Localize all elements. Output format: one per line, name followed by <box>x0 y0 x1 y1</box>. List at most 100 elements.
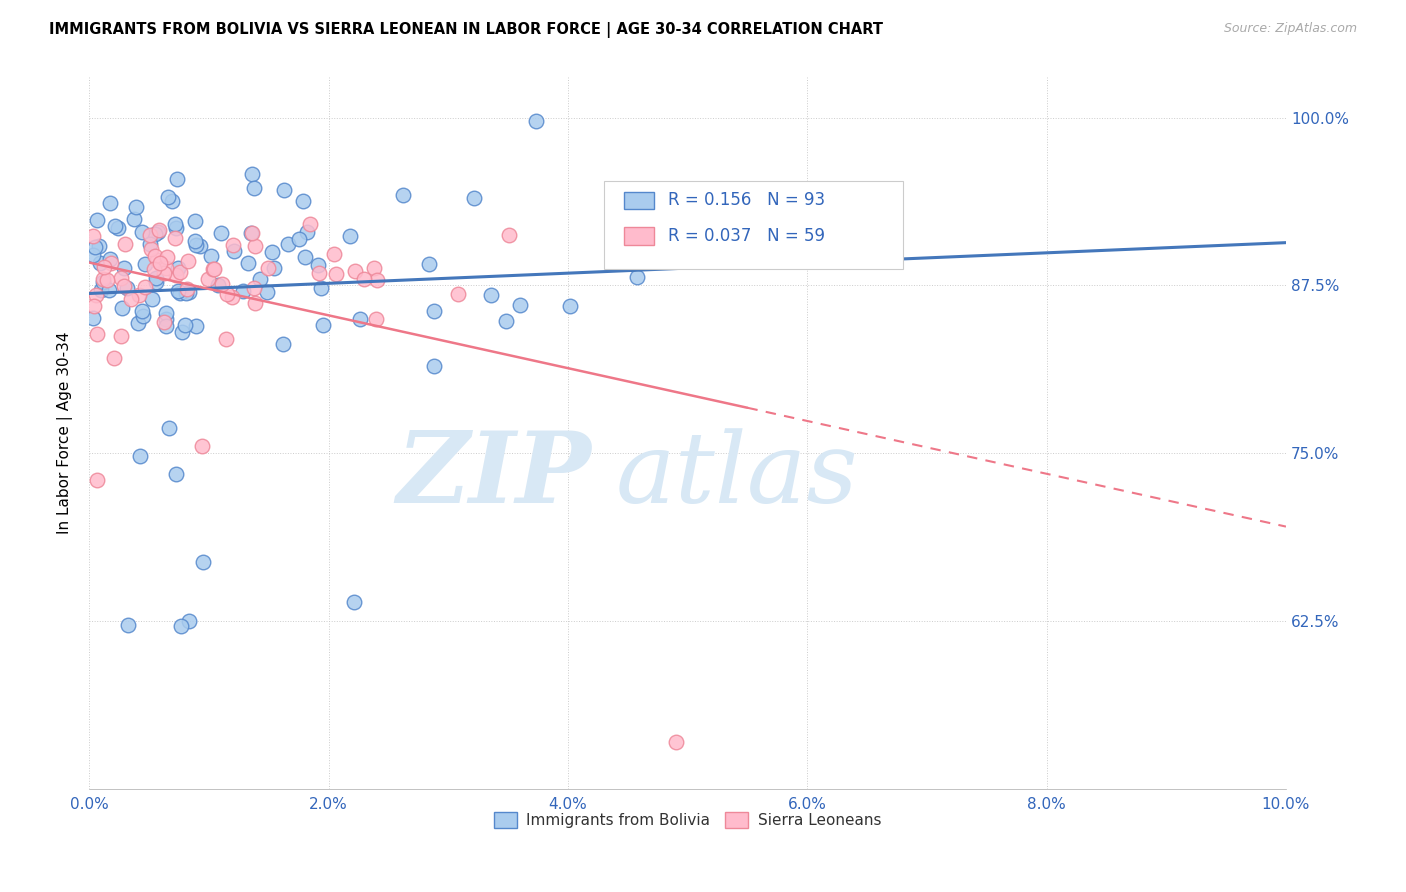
Point <box>148 223 170 237</box>
Point <box>111 301 134 315</box>
Point <box>166 285 188 299</box>
Point <box>271 336 294 351</box>
Point <box>263 261 285 276</box>
Text: R = 0.037   N = 59: R = 0.037 N = 59 <box>668 227 825 245</box>
Text: Source: ZipAtlas.com: Source: ZipAtlas.com <box>1223 22 1357 36</box>
Point <box>240 227 263 241</box>
Point <box>139 242 162 256</box>
Point <box>193 555 215 569</box>
Point <box>209 227 232 241</box>
Point <box>89 256 111 270</box>
Point <box>221 290 243 304</box>
Point <box>188 239 211 253</box>
Point <box>191 439 214 453</box>
Point <box>211 277 233 291</box>
Point <box>176 282 198 296</box>
Point <box>165 220 187 235</box>
Text: ZIP: ZIP <box>396 427 592 524</box>
Text: R = 0.156   N = 93: R = 0.156 N = 93 <box>668 192 825 210</box>
FancyBboxPatch shape <box>603 180 903 269</box>
Point <box>288 232 311 246</box>
Point <box>257 260 280 275</box>
Point <box>163 230 186 244</box>
Point <box>86 327 108 342</box>
Point <box>177 285 200 299</box>
Point <box>217 287 239 301</box>
Point <box>155 261 177 276</box>
Point <box>236 256 259 270</box>
Point <box>174 285 197 300</box>
Point <box>295 225 318 239</box>
Point <box>86 212 108 227</box>
Point <box>364 312 387 326</box>
Point <box>292 194 315 208</box>
Point <box>155 318 177 333</box>
Point <box>239 226 262 240</box>
Point <box>498 228 520 243</box>
Point <box>221 238 243 252</box>
Point <box>243 296 266 310</box>
Point <box>163 217 186 231</box>
Point <box>173 318 195 332</box>
Text: atlas: atlas <box>616 428 859 524</box>
Point <box>560 299 582 313</box>
Point <box>86 473 108 487</box>
Point <box>98 252 121 267</box>
Point <box>391 188 413 202</box>
Point <box>143 249 166 263</box>
Point <box>91 275 114 289</box>
Point <box>202 262 225 277</box>
Point <box>307 258 329 272</box>
Point <box>103 351 125 366</box>
Point <box>132 310 155 324</box>
Point <box>138 236 160 251</box>
Point <box>145 275 167 289</box>
Point <box>418 257 440 271</box>
Point <box>93 260 115 274</box>
Point <box>104 219 127 233</box>
Point <box>143 261 166 276</box>
Point <box>256 285 278 300</box>
Legend: Immigrants from Bolivia, Sierra Leoneans: Immigrants from Bolivia, Sierra Leoneans <box>488 806 887 834</box>
Point <box>177 253 200 268</box>
Point <box>343 595 366 609</box>
Point <box>366 273 388 287</box>
Point <box>83 299 105 313</box>
Point <box>145 271 167 285</box>
Point <box>157 420 180 434</box>
Point <box>169 264 191 278</box>
Point <box>87 239 110 253</box>
Point <box>122 211 145 226</box>
Point <box>139 227 162 242</box>
Point <box>177 615 200 629</box>
Point <box>91 272 114 286</box>
Point <box>308 266 330 280</box>
Point <box>134 257 156 271</box>
Point <box>167 261 190 276</box>
Point <box>156 250 179 264</box>
Point <box>312 318 335 333</box>
Point <box>243 180 266 194</box>
Point <box>100 255 122 269</box>
Point <box>423 359 446 374</box>
Point <box>447 287 470 301</box>
Point <box>524 113 547 128</box>
Point <box>665 734 688 748</box>
Point <box>184 213 207 227</box>
Point <box>160 194 183 209</box>
Point <box>110 329 132 343</box>
Point <box>155 306 177 320</box>
Point <box>143 227 166 241</box>
Point <box>273 183 295 197</box>
Point <box>232 285 254 299</box>
Point <box>131 225 153 239</box>
Point <box>124 200 146 214</box>
Point <box>169 285 191 300</box>
Point <box>172 325 194 339</box>
Point <box>249 272 271 286</box>
Point <box>207 277 229 292</box>
Point <box>117 618 139 632</box>
Point <box>260 244 283 259</box>
Point <box>166 171 188 186</box>
Point <box>82 311 104 326</box>
